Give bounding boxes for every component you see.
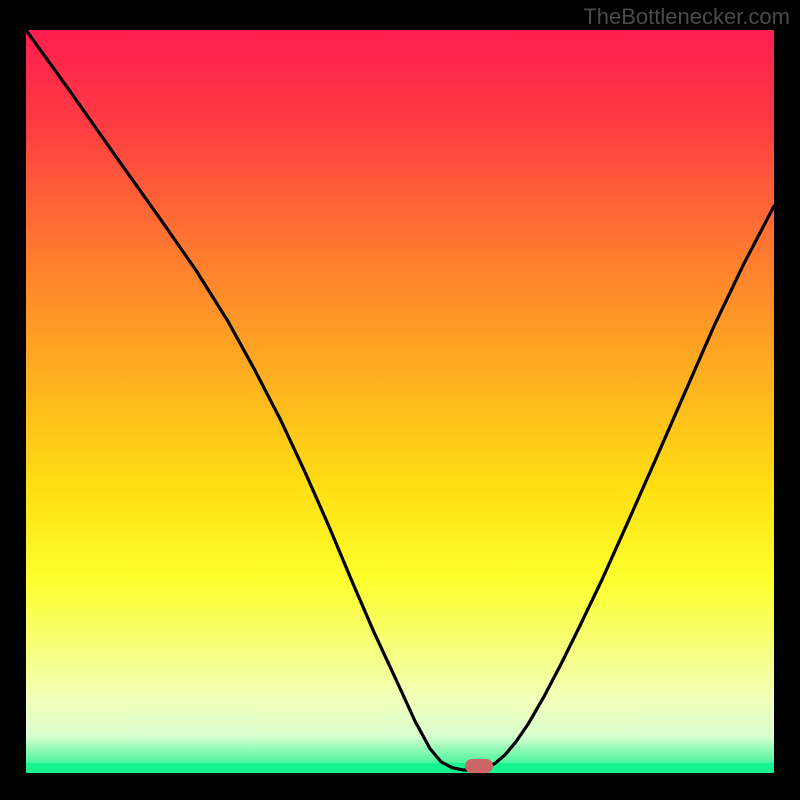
curve-path [26, 30, 774, 770]
optimal-point-marker [465, 759, 493, 773]
plot-inner [26, 30, 774, 773]
plot-area [26, 30, 774, 773]
bottleneck-curve [26, 30, 774, 773]
watermark-text: TheBottlenecker.com [583, 4, 790, 30]
bottleneck-chart: TheBottlenecker.com [0, 0, 800, 800]
